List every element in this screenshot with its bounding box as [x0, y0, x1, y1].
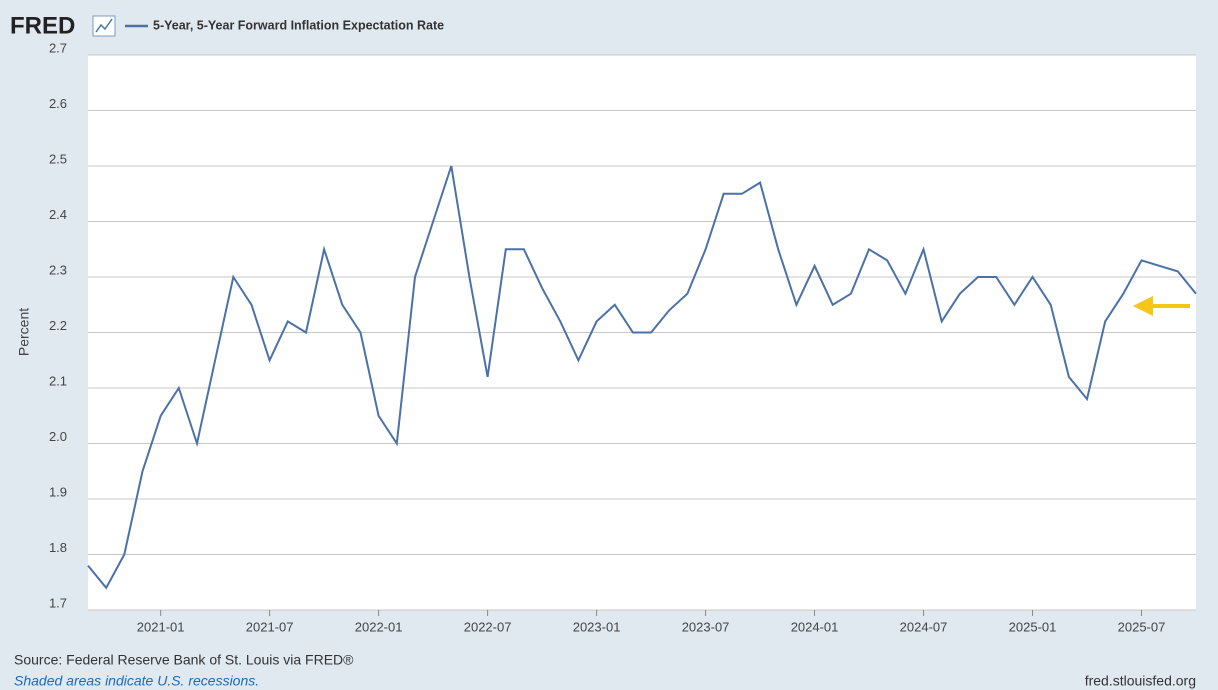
y-tick-label: 2.2 — [49, 318, 67, 333]
site: fred.stlouisfed.org — [1085, 673, 1196, 689]
legend-label: 5-Year, 5-Year Forward Inflation Expecta… — [153, 18, 444, 32]
y-tick-label: 2.3 — [49, 262, 67, 277]
y-tick-label: 2.5 — [49, 151, 67, 166]
x-tick-label: 2024-01 — [791, 619, 839, 634]
y-tick-label: 2.0 — [49, 429, 67, 444]
recession-note[interactable]: Shaded areas indicate U.S. recessions. — [14, 673, 259, 689]
x-tick-label: 2022-01 — [355, 619, 403, 634]
x-tick-label: 2022-07 — [464, 619, 512, 634]
y-tick-label: 1.9 — [49, 484, 67, 499]
x-tick-label: 2021-01 — [137, 619, 185, 634]
x-tick-label: 2021-07 — [246, 619, 294, 634]
y-tick-label: 2.4 — [49, 207, 67, 222]
x-tick-label: 2023-07 — [682, 619, 730, 634]
x-tick-label: 2023-01 — [573, 619, 621, 634]
logo: FRED — [10, 12, 75, 39]
x-tick-label: 2025-01 — [1009, 619, 1057, 634]
x-tick-label: 2024-07 — [900, 619, 948, 634]
y-tick-label: 2.1 — [49, 373, 67, 388]
x-tick-label: 2025-07 — [1118, 619, 1166, 634]
y-tick-label: 1.8 — [49, 540, 67, 555]
y-tick-label: 1.7 — [49, 595, 67, 610]
logo-icon — [92, 15, 116, 37]
y-tick-label: 2.6 — [49, 96, 67, 111]
annotation-arrow — [1133, 296, 1190, 316]
series-line — [87, 165, 1197, 590]
source: Source: Federal Reserve Bank of St. Loui… — [14, 652, 354, 668]
y-axis-label: Percent — [16, 308, 32, 356]
y-tick-label: 2.7 — [49, 40, 67, 55]
